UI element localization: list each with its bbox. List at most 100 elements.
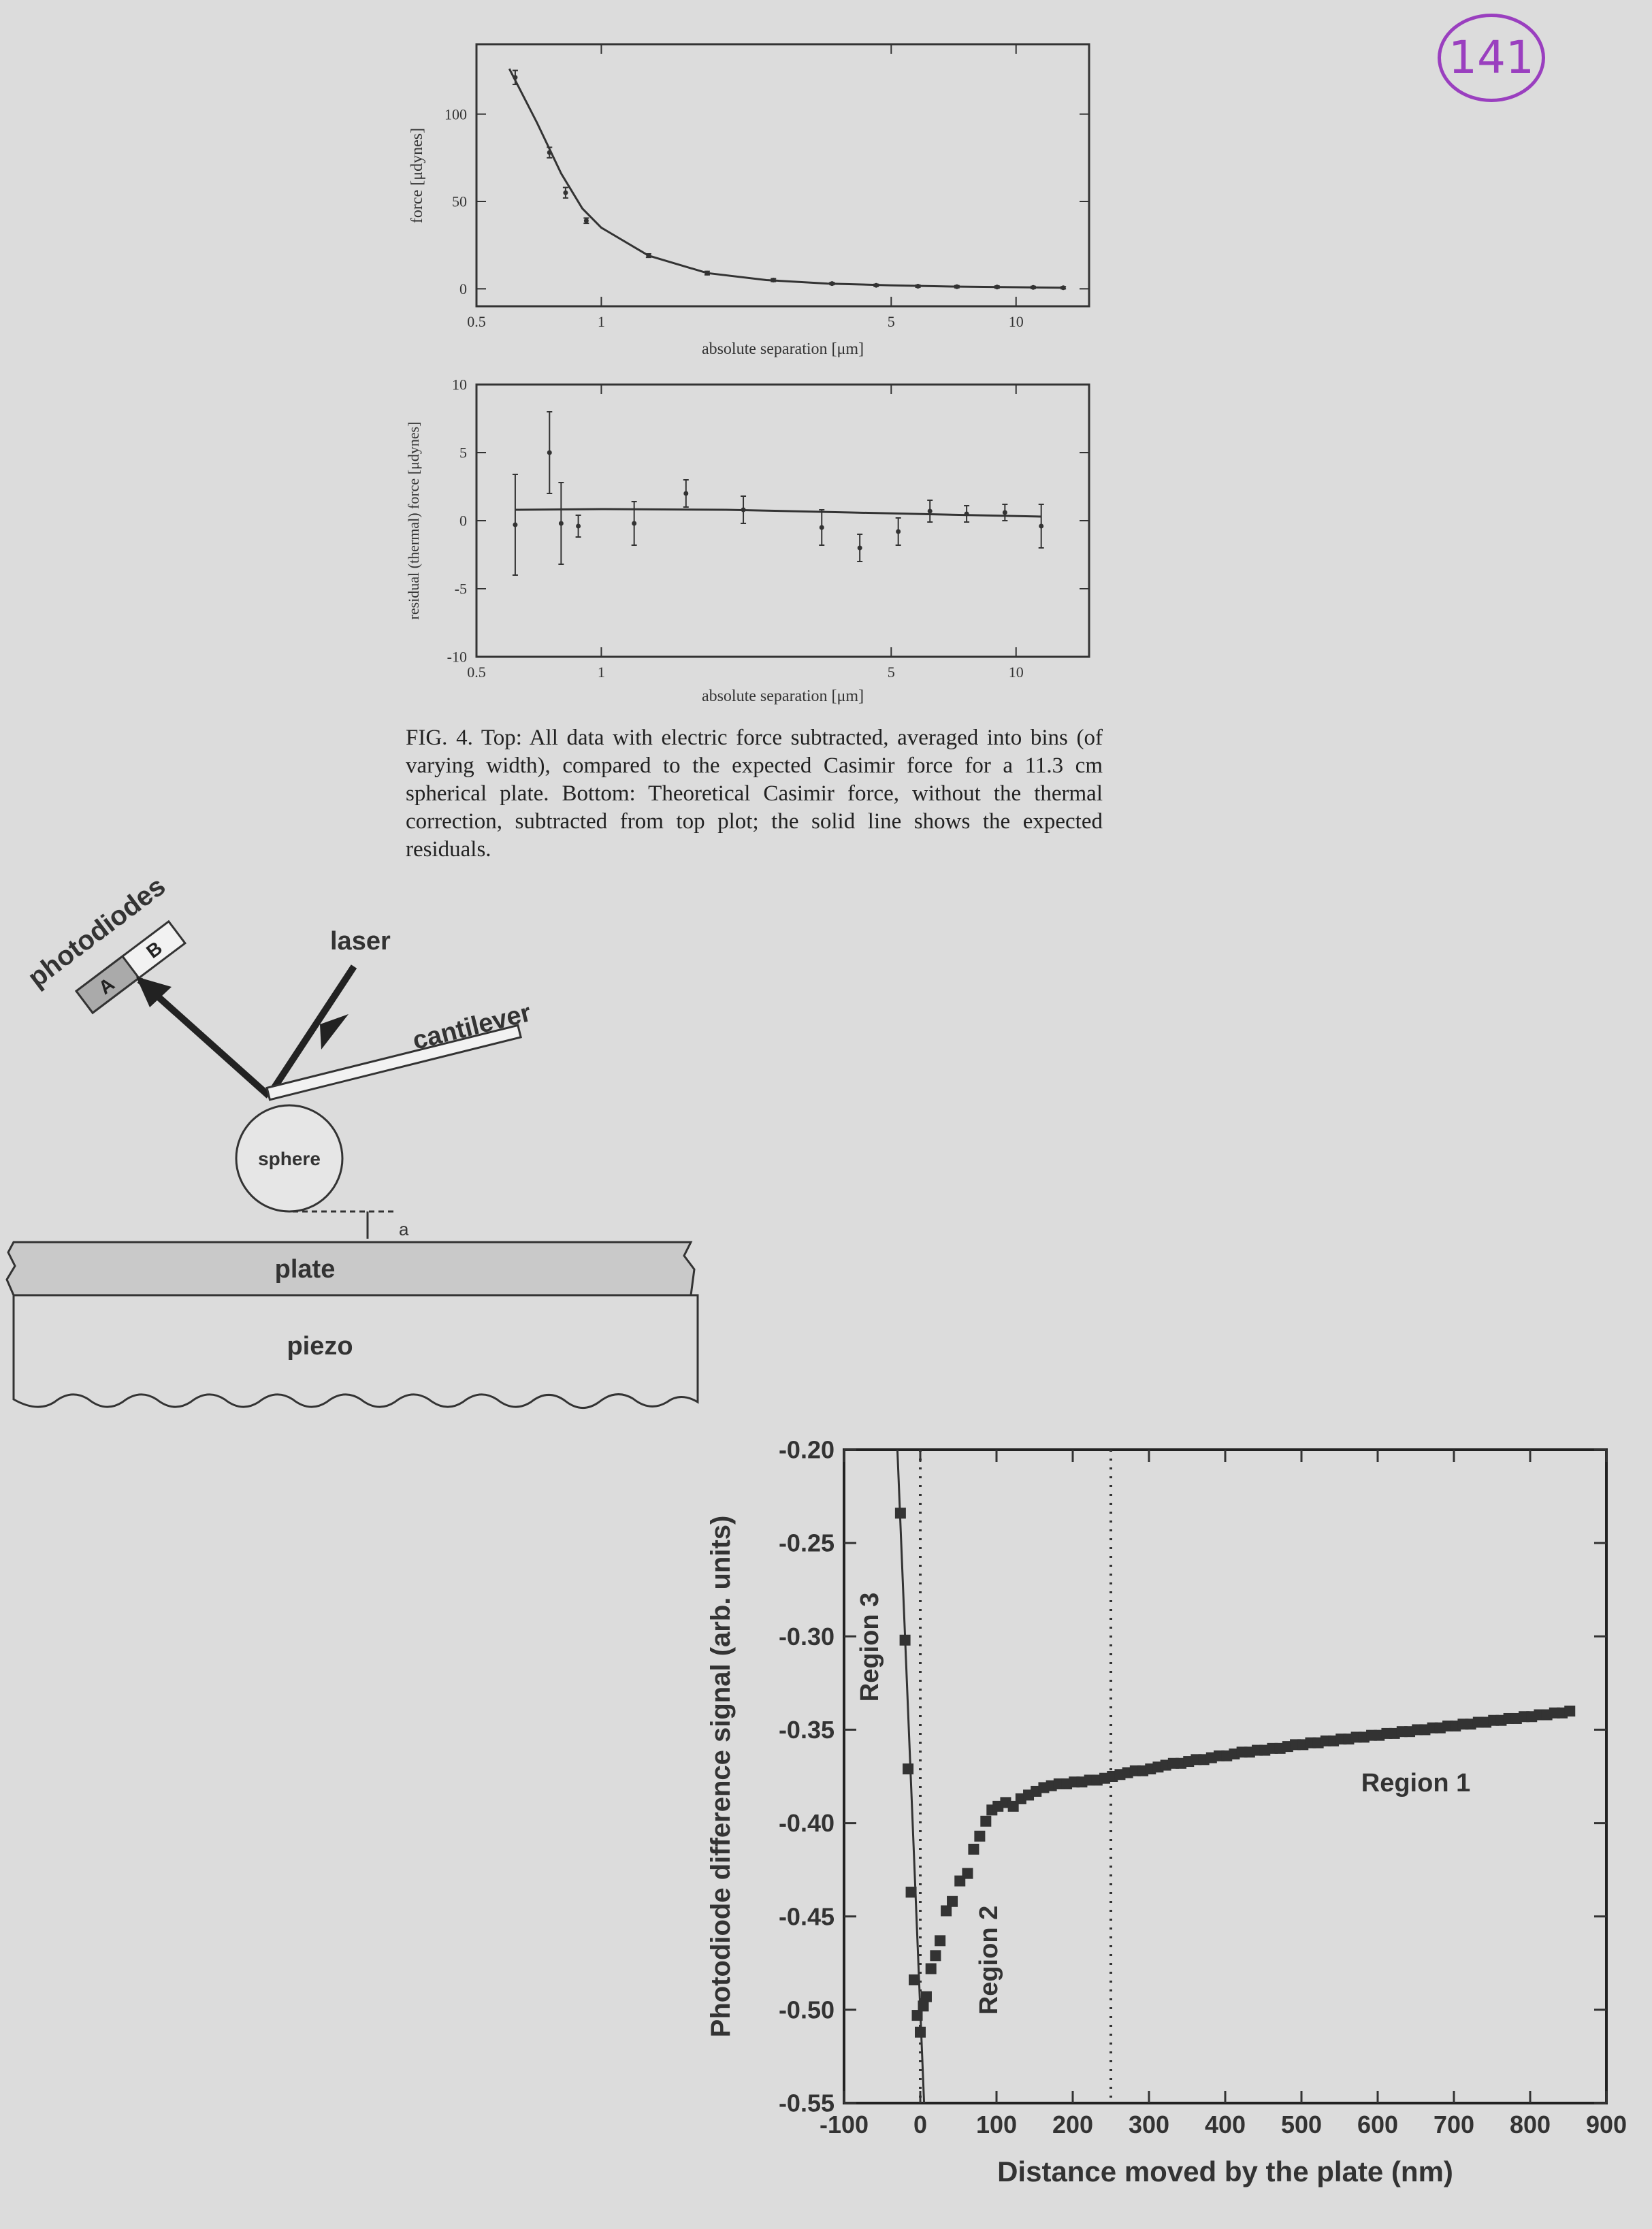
figure-caption: FIG. 4. Top: All data with electric forc… <box>406 726 1103 862</box>
data-point <box>974 1830 986 1842</box>
data-point <box>911 2010 923 2021</box>
x-tick-label: 0.5 <box>467 664 486 681</box>
x-tick-label: 200 <box>1052 2111 1093 2138</box>
y-axis-label: force [μdynes] <box>408 128 426 223</box>
data-point <box>1564 1706 1576 1717</box>
y-tick-label: 0 <box>459 280 467 297</box>
data-point <box>683 491 689 496</box>
curve-line <box>508 68 1064 289</box>
data-point <box>704 270 710 276</box>
y-axis-label: residual (thermal) force [μdynes] <box>405 422 422 620</box>
y-tick-label: -0.55 <box>779 2089 835 2117</box>
data-point <box>980 1815 992 1827</box>
y-tick-label: -0.45 <box>779 1902 835 1930</box>
data-point <box>915 2026 926 2038</box>
y-tick-label: -0.20 <box>779 1436 835 1464</box>
y-tick-label: -0.35 <box>779 1716 835 1744</box>
data-point <box>558 521 564 526</box>
data-point <box>632 521 637 526</box>
data-point <box>547 450 552 455</box>
data-point <box>1031 284 1036 290</box>
y-tick-label: -5 <box>455 581 467 598</box>
data-point <box>920 1991 932 2002</box>
y-tick-label: -0.30 <box>779 1623 835 1650</box>
plot-frame <box>475 383 1090 658</box>
data-points <box>512 69 1067 291</box>
x-tick-label: 5 <box>888 664 895 681</box>
sphere <box>235 1104 344 1213</box>
y-tick-label: -0.50 <box>779 1996 835 2023</box>
data-point <box>894 1508 906 1519</box>
y-tick-label: -10 <box>447 649 467 666</box>
y-tick-label: 100 <box>444 105 467 123</box>
x-tick-label: 300 <box>1129 2111 1169 2138</box>
data-points <box>512 411 1044 576</box>
residual-force-chart: 0.5 1 5 10 -10 -5 0 5 10 absolute separation [μm… <box>405 376 1090 705</box>
x-tick-label: 500 <box>1281 2111 1322 2138</box>
region-1-label: Region 1 <box>1361 1769 1470 1797</box>
data-point <box>873 282 879 288</box>
y-tick-label: -0.25 <box>779 1529 835 1557</box>
data-point <box>941 1905 952 1917</box>
fit-curve <box>508 68 1064 289</box>
x-tick-label: 10 <box>1009 664 1024 681</box>
tick-group: -100 0 100 200 300 400 500 600 700 800 900 -0.20 -0.… <box>779 1436 1627 2138</box>
plate-label: plate <box>275 1255 336 1284</box>
x-tick-label: 1 <box>598 313 605 330</box>
data-point <box>576 523 581 529</box>
y-axis-label: Photodiode difference signal (arb. units… <box>706 1516 736 2038</box>
data-point <box>513 522 518 527</box>
x-tick-label: 1 <box>598 664 605 681</box>
data-point <box>918 2000 929 2012</box>
piezo-label: piezo <box>287 1332 353 1361</box>
x-axis-label: Distance moved by the plate (nm) <box>997 2155 1453 2187</box>
gap-label: a <box>399 1219 409 1239</box>
laser-label: laser <box>330 927 391 956</box>
plot-frame <box>475 43 1090 308</box>
cantilever <box>265 1024 522 1101</box>
x-axis-label: absolute separation [μm] <box>702 687 864 705</box>
incoming-laser-beam <box>265 964 357 1098</box>
data-point <box>905 1887 917 1898</box>
data-point <box>899 1634 911 1646</box>
data-point <box>547 150 552 155</box>
data-point <box>994 284 1000 290</box>
x-tick-label: 0.5 <box>467 313 486 330</box>
region-boundaries <box>919 1450 1112 2103</box>
region-3-fit-line <box>896 1449 926 2104</box>
data-point <box>954 284 960 289</box>
data-point <box>1060 285 1066 291</box>
photodiode-signal-chart: -100 0 100 200 300 400 500 600 700 800 900 -0.20 -0.… <box>706 1436 1627 2187</box>
reflected-arrowhead <box>136 977 172 1007</box>
x-tick-label: 0 <box>913 2111 927 2138</box>
data-point <box>968 1843 979 1855</box>
data-point <box>819 525 824 530</box>
plate <box>5 1241 696 1297</box>
region-3-line <box>896 1449 926 2104</box>
y-tick-label: 50 <box>452 193 467 210</box>
data-point <box>583 218 589 223</box>
reflected-laser-beam <box>137 977 272 1099</box>
data-point <box>646 253 651 259</box>
apparatus-diagram: A B photodiodes laser cantilever sphere … <box>5 871 699 1409</box>
data-point <box>857 545 862 551</box>
x-tick-label: 600 <box>1357 2111 1398 2138</box>
laser-arrowhead <box>320 1014 349 1050</box>
x-tick-label: 100 <box>976 2111 1017 2138</box>
page-number-mark: 141 <box>1438 14 1545 102</box>
curve-line <box>515 508 1041 518</box>
tick-group: 0.5 1 5 10 -10 -5 0 5 10 <box>447 376 1089 681</box>
expected-residual-line <box>515 508 1041 518</box>
data-point <box>962 1868 973 1879</box>
data-point <box>916 283 921 289</box>
x-tick-label: -100 <box>820 2111 869 2138</box>
y-tick-label: 0 <box>459 512 467 530</box>
piezo <box>12 1294 699 1409</box>
region-2-label: Region 2 <box>975 1906 1003 2015</box>
region-3-label: Region 3 <box>856 1593 884 1702</box>
photodiode-array: A B <box>74 920 187 1015</box>
x-tick-label: 900 <box>1586 2111 1627 2138</box>
x-tick-label: 700 <box>1434 2111 1474 2138</box>
data-point <box>927 508 933 514</box>
